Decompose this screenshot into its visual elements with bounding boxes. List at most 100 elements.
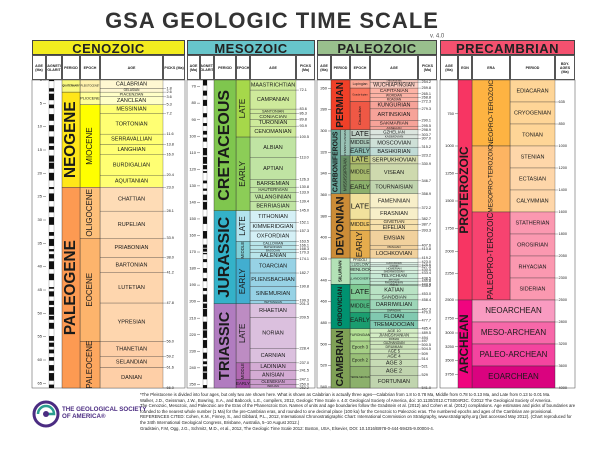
age-tick-label: 230 bbox=[189, 348, 196, 353]
age-tick-label: 400 bbox=[320, 235, 327, 240]
column-header: AGE bbox=[250, 55, 296, 80]
polarity-band bbox=[48, 114, 55, 121]
pick-label: 254.2 bbox=[422, 80, 432, 84]
unit-label: CENOMANIAN bbox=[254, 129, 291, 135]
column-header: EPOCH bbox=[80, 55, 100, 80]
polarity-band bbox=[202, 171, 208, 173]
polarity-band bbox=[202, 134, 208, 138]
unit-label: LATE bbox=[351, 129, 369, 138]
pick-label: 423.0 bbox=[422, 260, 432, 264]
polarity-band bbox=[48, 80, 55, 89]
polarity-band bbox=[48, 300, 55, 306]
pick-label: 307.0 bbox=[422, 136, 432, 140]
polarity-band bbox=[202, 268, 208, 273]
polarity-band bbox=[48, 268, 55, 275]
polarity-band bbox=[48, 346, 55, 350]
age-box bbox=[99, 210, 164, 239]
age-tick-label: 220 bbox=[189, 332, 196, 337]
polarity-band bbox=[202, 231, 208, 239]
pick-label: 430.5 bbox=[422, 268, 432, 272]
pick-label: 358.9 bbox=[422, 192, 432, 196]
unit-label: HETTANGIAN bbox=[264, 300, 282, 304]
polarity-band bbox=[202, 201, 208, 210]
age-tick-label: 520 bbox=[320, 363, 327, 368]
pick-label: 2300 bbox=[559, 276, 567, 280]
age-tick-label: 300 bbox=[320, 128, 327, 133]
pick-label: 279.3 bbox=[422, 107, 432, 111]
pick-label: 13.8 bbox=[167, 142, 174, 146]
age-tick-label: 420 bbox=[320, 256, 327, 261]
unit-label: EARLY bbox=[350, 148, 370, 155]
unit-label: SELANDIAN bbox=[116, 359, 147, 365]
pick-label: 163.5 bbox=[300, 239, 310, 243]
unit-label: MIDDLE bbox=[350, 170, 370, 176]
age-tick-label: 65 bbox=[38, 380, 43, 385]
age-tick-label: 1250 bbox=[445, 171, 455, 176]
unit-label: GORSTIAN bbox=[390, 264, 399, 267]
unit-label: FAMENNIAN bbox=[378, 198, 410, 204]
unit-label: EARLY bbox=[238, 268, 247, 294]
polarity-band bbox=[202, 95, 208, 101]
unit-label: RUPELIAN bbox=[118, 222, 146, 228]
unit-label: OROSIRIAN bbox=[517, 242, 548, 248]
period-box bbox=[330, 328, 351, 389]
pick-label: 521 bbox=[422, 365, 428, 369]
polarity-band bbox=[48, 104, 55, 109]
column-header: EPOCH bbox=[350, 55, 370, 80]
pick-label: 265.1 bbox=[422, 92, 432, 96]
unit-label: VISEAN bbox=[384, 170, 404, 176]
pick-label: 458.4 bbox=[422, 298, 432, 302]
unit-label: RHAETIAN bbox=[259, 308, 287, 314]
polarity-band bbox=[48, 217, 55, 225]
unit-label: CARNIAN bbox=[261, 353, 286, 359]
age-tick-label: 1000 bbox=[445, 143, 455, 148]
unit-label: AALENIAN bbox=[260, 253, 287, 259]
unit-label: SANTONIAN bbox=[262, 109, 284, 113]
pick-label: 56.0 bbox=[167, 339, 174, 343]
unit-label: CAMPANIAN bbox=[257, 97, 289, 103]
unit-label: PIACENZIAN bbox=[120, 92, 144, 97]
polarity-band bbox=[202, 172, 208, 181]
age-tick-label: 250 bbox=[189, 381, 196, 386]
polarity-band bbox=[202, 190, 208, 196]
period-box bbox=[61, 187, 81, 389]
unit-label: KIMMERIDGIAN bbox=[253, 224, 294, 230]
polarity-band bbox=[48, 249, 55, 252]
pick-label: 1400 bbox=[559, 188, 567, 192]
pick-label: 61.6 bbox=[167, 365, 174, 369]
polarity-band bbox=[202, 238, 208, 245]
unit-label: INDUAN bbox=[267, 384, 279, 388]
period-label: PALEOGENE bbox=[62, 240, 79, 335]
polarity-band bbox=[202, 290, 208, 295]
pick-label: 489.5 bbox=[422, 331, 432, 335]
pick-label: 290.1 bbox=[422, 118, 432, 122]
unit-label: ARTINSKIAN bbox=[378, 112, 411, 118]
polarity-band bbox=[202, 272, 208, 279]
pick-label: 323.2 bbox=[422, 154, 432, 158]
pick-label: 504.5 bbox=[422, 347, 432, 351]
pick-label: 295.5 bbox=[422, 124, 432, 128]
age-tick-label: 1750 bbox=[445, 226, 455, 231]
unit-label: LLANDOVERY bbox=[350, 277, 371, 281]
polarity-band bbox=[48, 206, 55, 213]
unit-label: FLOIAN bbox=[384, 314, 404, 320]
pick-label: 47.8 bbox=[167, 301, 174, 305]
unit-label: PRIDOLI bbox=[353, 258, 367, 262]
pick-label: 41.2 bbox=[167, 270, 174, 274]
pick-label: 237.0 bbox=[300, 361, 310, 365]
pick-label: 100.5 bbox=[300, 135, 310, 139]
pick-label: 419.2 bbox=[422, 256, 432, 260]
polarity-band bbox=[202, 216, 208, 225]
pick-label: 4000 bbox=[559, 386, 567, 390]
unit-label: CHATTIAN bbox=[118, 197, 145, 203]
age-tick-label: 380 bbox=[320, 213, 327, 218]
age-tick-label: 140 bbox=[189, 199, 196, 204]
column-header: AGE bbox=[370, 55, 418, 80]
pick-label: 250.0 bbox=[300, 382, 310, 386]
pick-label: 387.7 bbox=[422, 223, 432, 227]
unit-label: BASHKIRIAN bbox=[377, 149, 410, 155]
pick-label: 145.0 bbox=[300, 209, 310, 213]
pick-label: 453.0 bbox=[422, 292, 432, 296]
polarity-band bbox=[202, 199, 208, 203]
